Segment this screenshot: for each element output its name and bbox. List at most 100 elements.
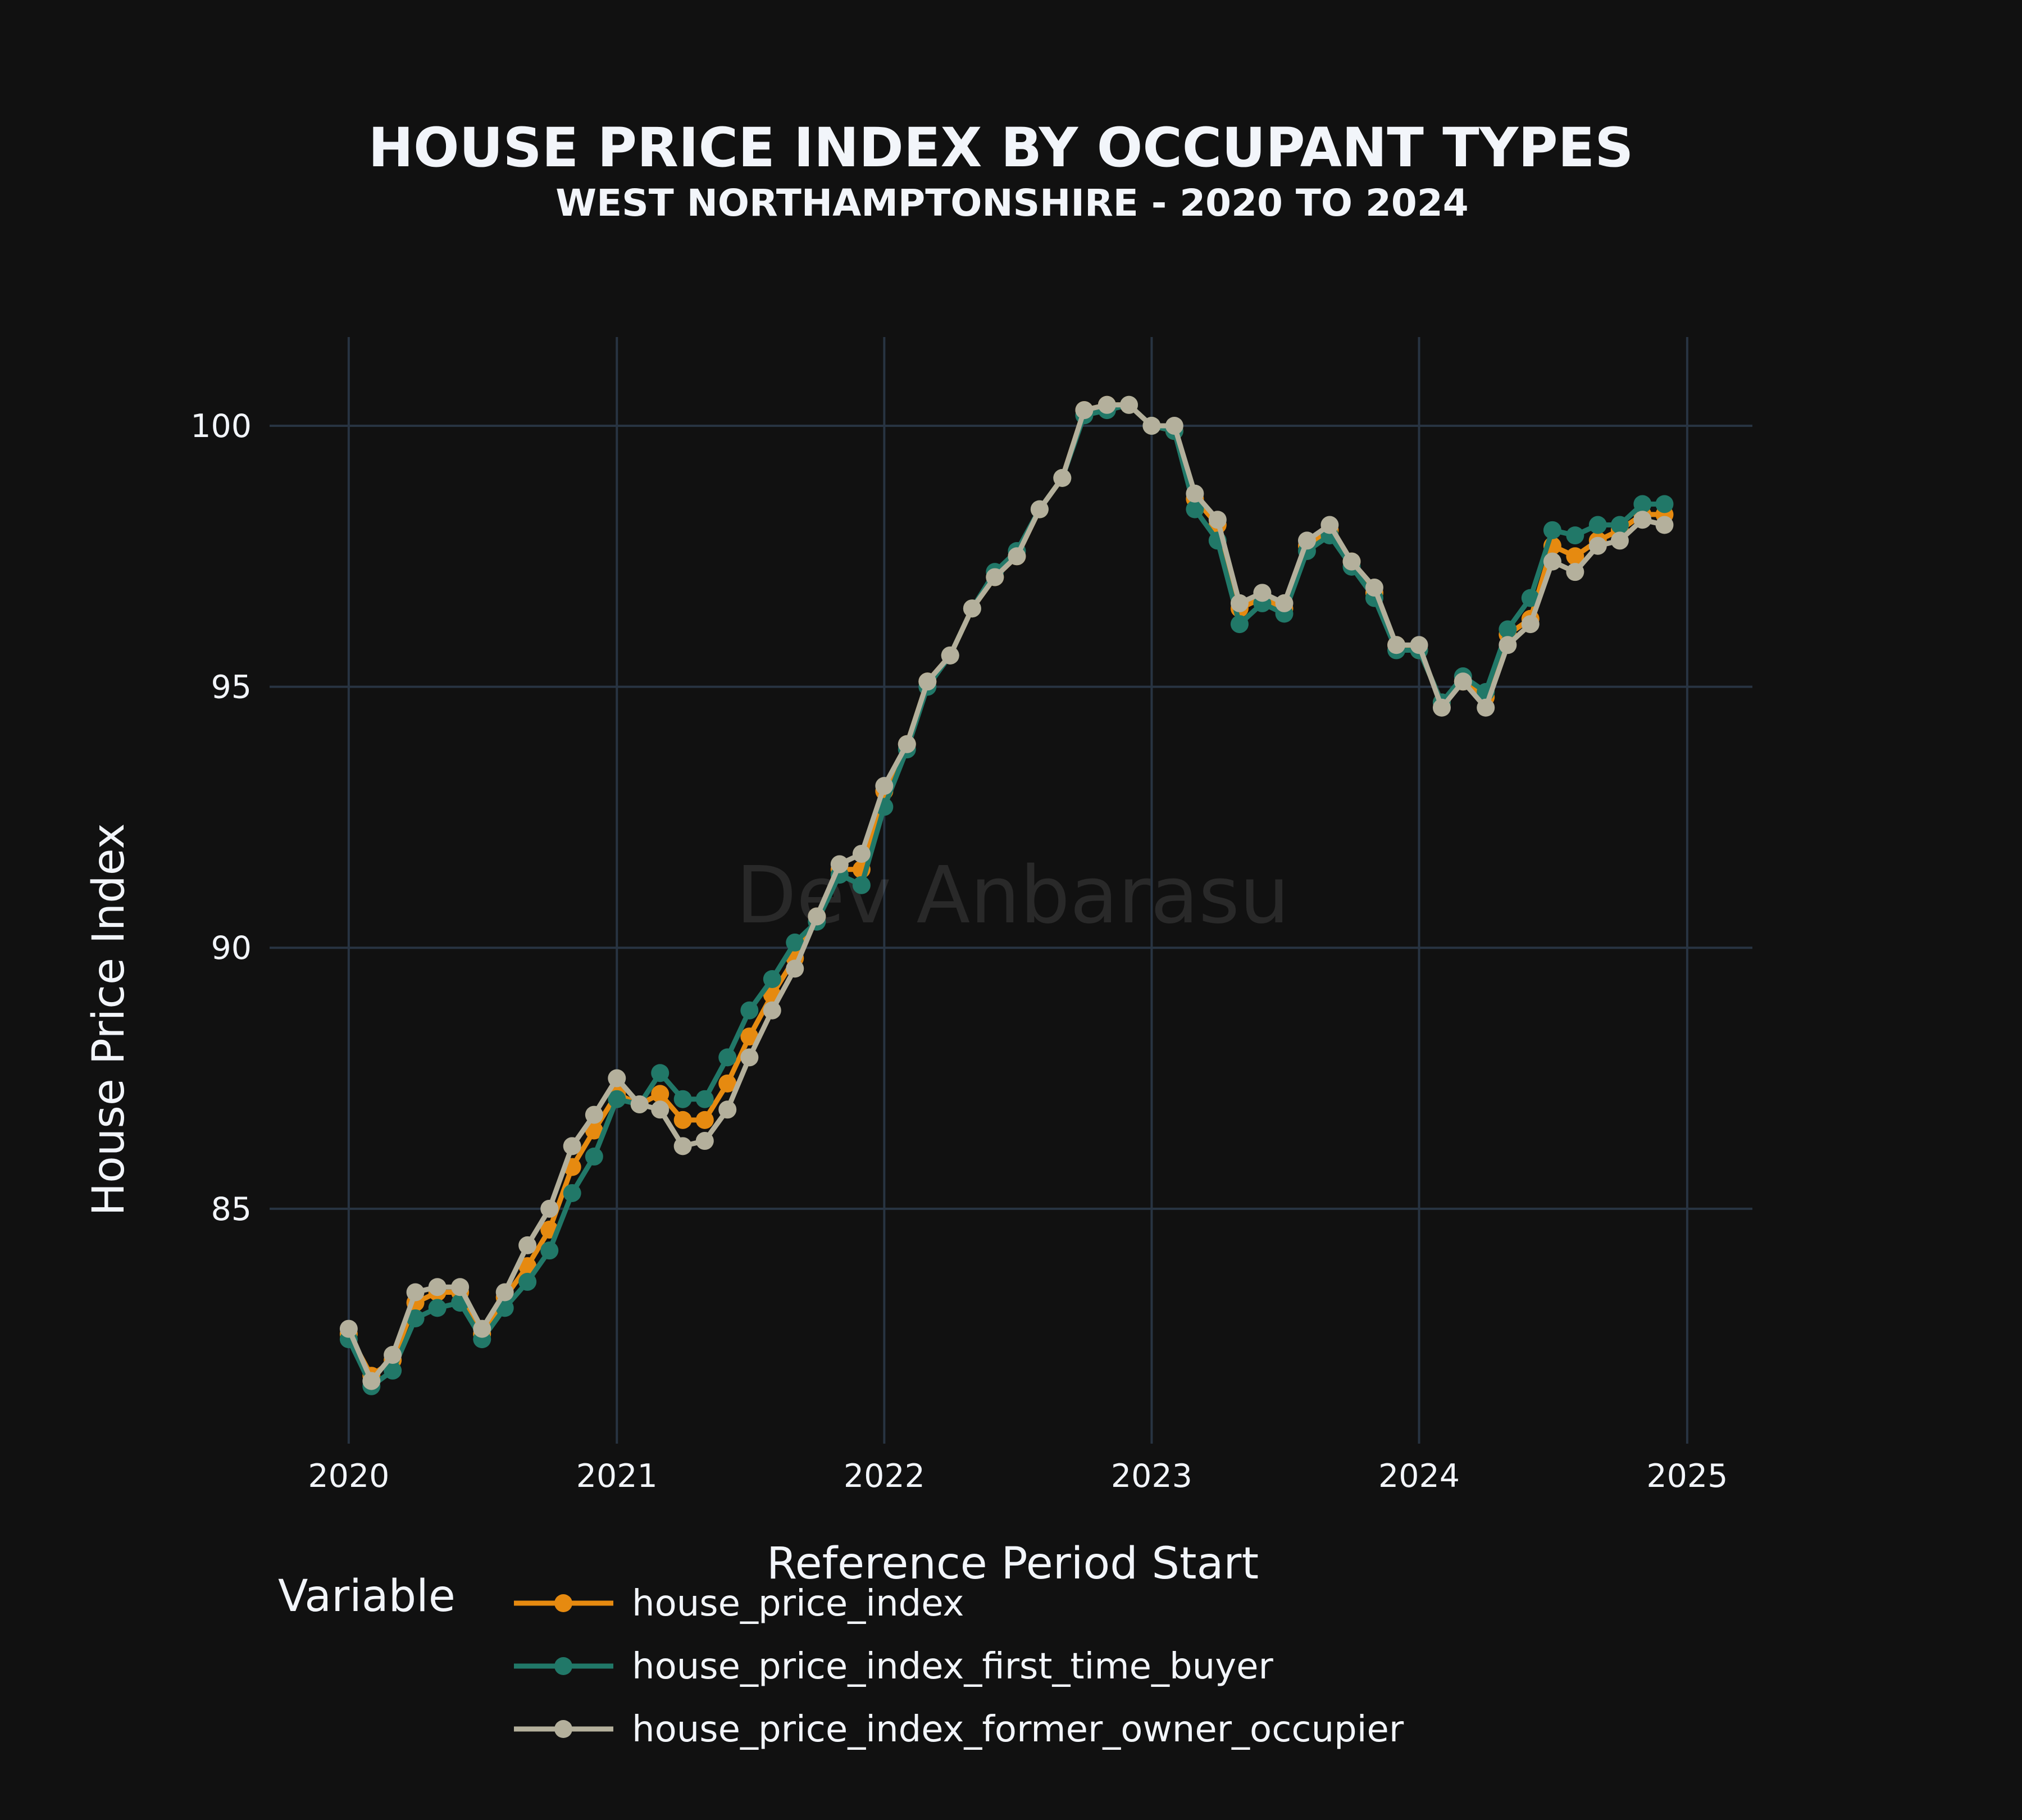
data-point: [1075, 401, 1094, 420]
data-point: [495, 1283, 514, 1302]
data-point: [1610, 516, 1629, 534]
legend-label: house_price_index_former_owner_occupier: [632, 1709, 1404, 1750]
data-point: [362, 1372, 381, 1390]
data-point: [518, 1272, 537, 1291]
data-point: [695, 1132, 714, 1150]
data-point: [1521, 589, 1540, 607]
data-point: [1387, 636, 1406, 654]
data-point: [451, 1278, 470, 1296]
y-axis-title: House Price Index: [84, 823, 134, 1216]
data-point: [1410, 636, 1428, 654]
legend-swatch-marker: [554, 1720, 572, 1738]
data-point: [1030, 500, 1049, 518]
x-tick-label: 2022: [844, 1458, 925, 1495]
data-point: [540, 1199, 559, 1218]
data-point: [718, 1048, 737, 1067]
data-point: [585, 1105, 603, 1124]
data-point: [673, 1137, 692, 1155]
data-point: [1275, 594, 1294, 612]
data-point: [1566, 526, 1584, 545]
data-point: [384, 1346, 402, 1364]
data-point: [852, 876, 871, 894]
data-point: [1230, 615, 1249, 634]
data-point: [673, 1111, 692, 1129]
data-point: [563, 1184, 581, 1202]
data-point: [1008, 547, 1026, 566]
data-point: [1253, 584, 1272, 602]
y-tick-label: 90: [211, 930, 252, 967]
data-point: [406, 1309, 425, 1327]
data-point: [518, 1257, 537, 1276]
data-point: [1230, 594, 1249, 612]
legend-swatch-marker: [554, 1657, 572, 1675]
data-point: [1365, 579, 1383, 597]
legend-item[interactable]: house_price_index_first_time_buyer: [514, 1646, 1273, 1687]
chart-subtitle: WEST NORTHAMPTONSHIRE - 2020 TO 2024: [555, 181, 1468, 225]
plot-area: [339, 395, 1674, 1395]
data-point: [941, 646, 959, 665]
data-point: [1165, 416, 1183, 435]
data-point: [763, 970, 781, 988]
data-point: [1454, 672, 1472, 691]
data-point: [986, 568, 1004, 586]
data-point: [1521, 615, 1540, 634]
data-point: [1543, 521, 1561, 539]
legend-item[interactable]: house_price_index: [514, 1583, 964, 1625]
data-point: [830, 855, 849, 873]
data-point: [852, 844, 871, 863]
legend-item[interactable]: house_price_index_former_owner_occupier: [514, 1709, 1404, 1750]
data-point: [740, 1048, 759, 1067]
data-point: [673, 1090, 692, 1108]
x-tick-label: 2023: [1111, 1458, 1192, 1495]
data-point: [718, 1100, 737, 1119]
data-point: [428, 1278, 447, 1296]
data-point: [1566, 563, 1584, 581]
data-point: [963, 599, 981, 618]
x-tick-label: 2020: [308, 1458, 389, 1495]
axis-ticks: 85 90 95 100 2020 2021 2022 2023 2024 2025: [190, 408, 1728, 1495]
data-point: [406, 1283, 425, 1302]
data-point: [1588, 516, 1607, 534]
data-point: [1588, 536, 1607, 555]
data-point: [1320, 516, 1339, 534]
data-point: [1655, 495, 1674, 513]
y-tick-label: 85: [211, 1191, 252, 1228]
data-point: [1499, 636, 1517, 654]
data-point: [585, 1121, 603, 1140]
grid: [270, 337, 1752, 1444]
x-tick-label: 2024: [1378, 1458, 1460, 1495]
data-point: [1342, 552, 1361, 571]
y-tick-label: 95: [211, 669, 252, 706]
legend-label: house_price_index: [632, 1583, 964, 1625]
series-house_price_index_former_owner_occupier: [339, 395, 1674, 1390]
x-axis-title: Reference Period Start: [767, 1539, 1259, 1589]
data-point: [1186, 484, 1204, 503]
data-point: [808, 907, 826, 926]
data-point: [630, 1095, 649, 1113]
data-point: [1142, 416, 1161, 435]
data-point: [1432, 698, 1451, 717]
data-point: [608, 1090, 626, 1108]
data-point: [1610, 531, 1629, 550]
legend: house_price_index house_price_index_first…: [514, 1583, 1404, 1750]
data-point: [339, 1320, 358, 1338]
data-point: [1499, 620, 1517, 639]
data-point: [1633, 495, 1652, 513]
data-point: [1097, 395, 1116, 414]
data-point: [651, 1064, 670, 1082]
chart-title: HOUSE PRICE INDEX BY OCCUPANT TYPES: [368, 116, 1634, 179]
data-point: [651, 1085, 670, 1103]
data-point: [651, 1100, 670, 1119]
legend-label: house_price_index_first_time_buyer: [632, 1646, 1273, 1687]
data-point: [1186, 500, 1204, 518]
data-point: [695, 1111, 714, 1129]
legend-title: Variable: [278, 1571, 456, 1622]
data-point: [898, 735, 916, 753]
data-point: [1543, 552, 1561, 571]
data-point: [786, 933, 804, 952]
data-point: [1566, 547, 1584, 566]
legend-swatch-marker: [554, 1594, 572, 1612]
data-point: [473, 1320, 491, 1338]
